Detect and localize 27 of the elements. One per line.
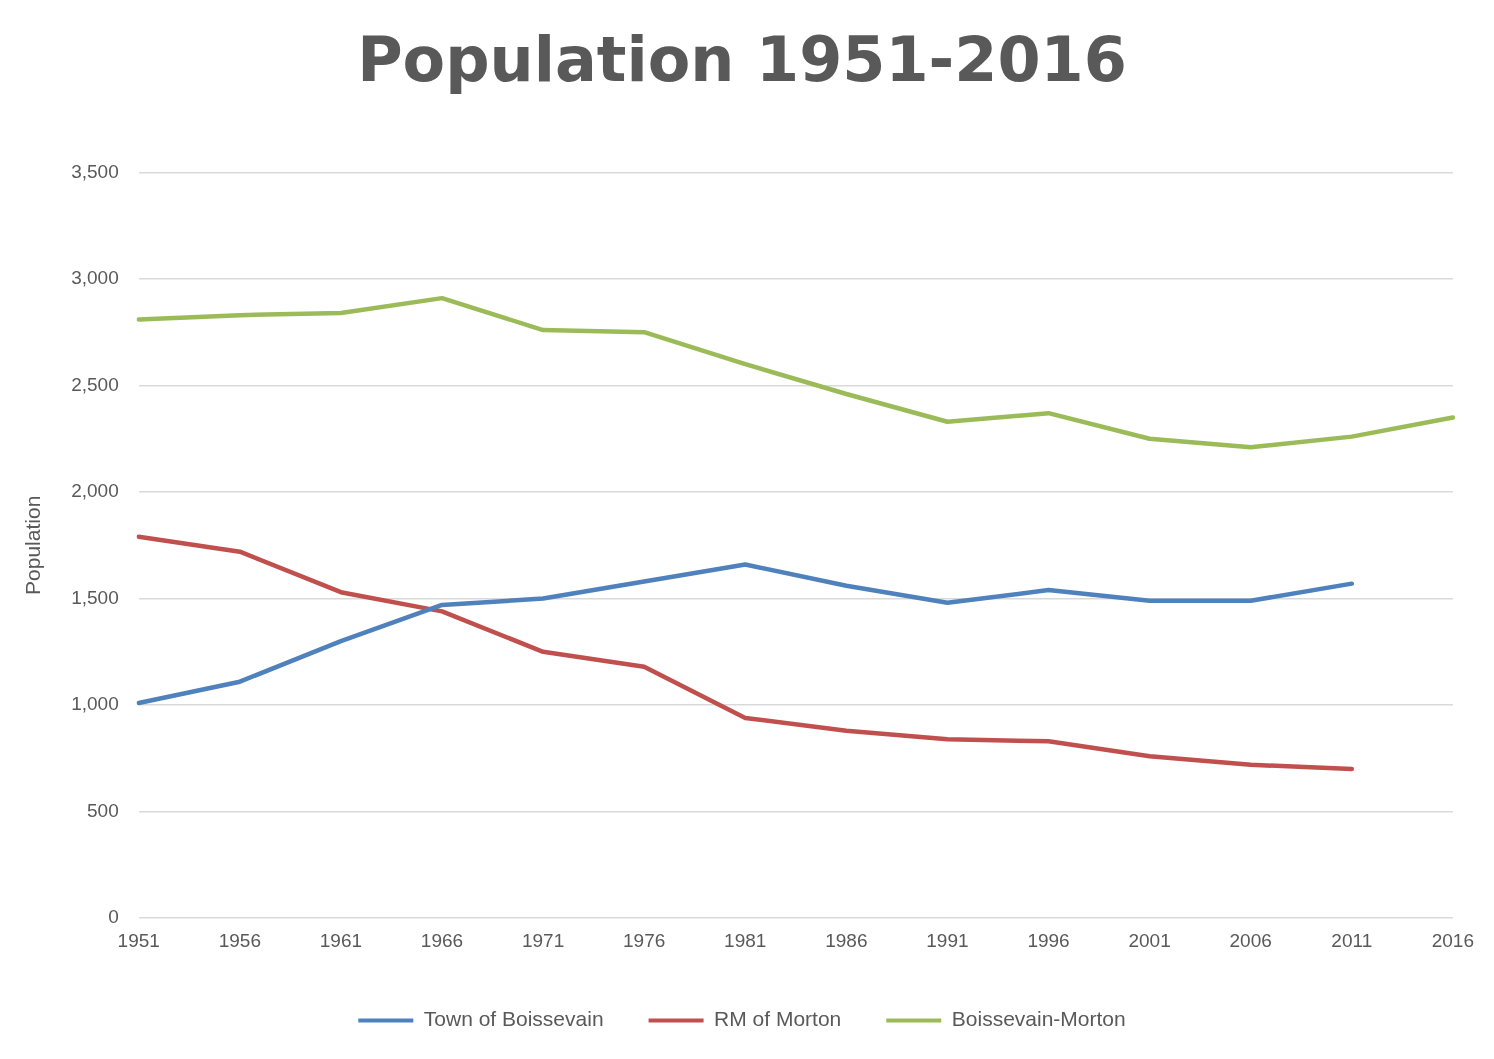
x-tick-label: 2001 [1128,929,1171,951]
chart-title: Population 1951-2016 [357,23,1127,97]
y-tick-label: 1,000 [71,693,119,715]
legend-label: RM of Morton [714,1007,842,1031]
legend-label: Town of Boissevain [423,1007,604,1031]
y-tick-label: 3,000 [71,267,119,289]
y-axis-title: Population [21,495,45,595]
legend-label: Boissevain-Morton [951,1007,1126,1031]
y-tick-label: 0 [108,906,119,928]
y-tick-label: 2,500 [71,373,119,395]
x-tick-label: 1981 [724,929,767,951]
y-tick-label: 500 [87,799,119,821]
x-tick-label: 1991 [926,929,969,951]
x-tick-label: 1996 [1027,929,1070,951]
y-tick-label: 1,500 [71,586,119,608]
x-tick-label: 1976 [623,929,666,951]
x-tick-label: 1951 [117,929,160,951]
x-tick-label: 1971 [521,929,565,951]
y-tick-label: 3,500 [71,160,119,182]
x-tick-label: 1956 [218,929,261,951]
x-tick-label: 1986 [825,929,868,951]
y-tick-label: 2,000 [71,480,119,502]
x-tick-label: 2006 [1229,929,1272,951]
x-tick-label: 2016 [1431,929,1475,951]
x-tick-label: 2011 [1331,929,1373,951]
x-tick-label: 1966 [420,929,464,951]
x-tick-label: 1961 [319,929,363,951]
